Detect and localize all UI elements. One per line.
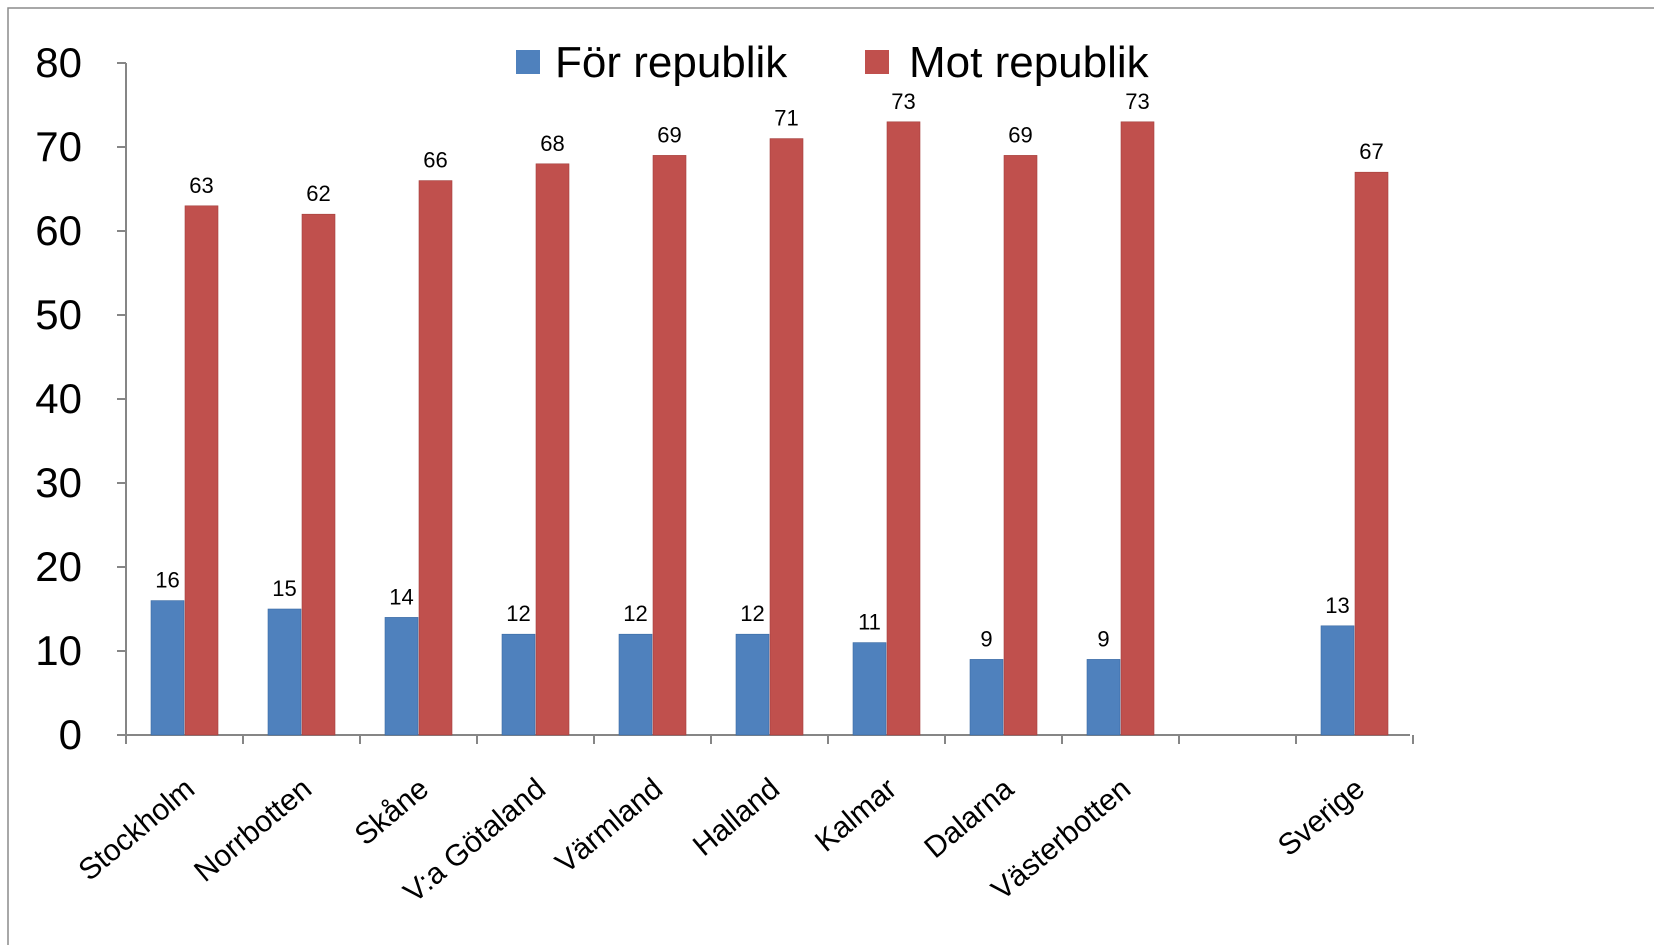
y-tick-label: 0 bbox=[59, 711, 82, 758]
bar-mot bbox=[769, 138, 804, 736]
bar-mot bbox=[301, 213, 336, 736]
y-axis: 0 10 20 30 40 50 60 70 80 bbox=[35, 39, 127, 758]
bar-for bbox=[1086, 659, 1121, 736]
y-tick-label: 30 bbox=[35, 459, 82, 506]
y-tick-label: 80 bbox=[35, 39, 82, 86]
legend-label: För republik bbox=[555, 38, 788, 87]
data-label: 69 bbox=[657, 122, 681, 147]
bars bbox=[150, 121, 1389, 736]
data-label: 11 bbox=[858, 610, 881, 635]
bar-mot bbox=[418, 180, 453, 736]
data-label: 68 bbox=[540, 131, 564, 156]
data-label: 73 bbox=[891, 89, 915, 114]
data-label: 16 bbox=[155, 568, 179, 593]
bar-for bbox=[267, 608, 302, 736]
bar-for bbox=[1320, 625, 1355, 736]
data-label: 13 bbox=[1325, 593, 1349, 618]
bar-mot bbox=[1003, 155, 1038, 736]
data-label: 69 bbox=[1008, 122, 1032, 147]
y-tick-label: 20 bbox=[35, 543, 82, 590]
data-label: 71 bbox=[774, 106, 798, 131]
bar-for bbox=[735, 633, 770, 736]
bar-mot bbox=[886, 121, 921, 736]
legend-swatch bbox=[516, 50, 540, 74]
data-label: 9 bbox=[980, 626, 992, 651]
data-label: 67 bbox=[1359, 139, 1383, 164]
data-label: 62 bbox=[306, 181, 330, 206]
legend-label: Mot republik bbox=[909, 38, 1150, 87]
legend: För republik Mot republik bbox=[516, 38, 1150, 87]
data-label: 66 bbox=[423, 148, 447, 173]
bar-mot bbox=[1120, 121, 1155, 736]
bar-for bbox=[150, 600, 185, 736]
y-tick-label: 70 bbox=[35, 123, 82, 170]
bar-for bbox=[618, 633, 653, 736]
bar-for bbox=[501, 633, 536, 736]
data-labels: 16 15 14 12 12 12 11 9 9 13 63 62 66 68 69 71 73 69 73 67 bbox=[155, 89, 1383, 652]
data-label: 14 bbox=[389, 584, 413, 609]
bar-for bbox=[852, 642, 887, 736]
data-label: 12 bbox=[506, 601, 530, 626]
y-tick-label: 40 bbox=[35, 375, 82, 422]
legend-swatch bbox=[865, 50, 889, 74]
bar-mot bbox=[1354, 171, 1389, 736]
data-label: 12 bbox=[740, 601, 764, 626]
bar-mot bbox=[652, 155, 687, 736]
y-tick-label: 10 bbox=[35, 627, 82, 674]
y-tick-label: 50 bbox=[35, 291, 82, 338]
bar-mot bbox=[184, 205, 219, 736]
bar-for bbox=[384, 617, 419, 736]
data-label: 63 bbox=[189, 173, 213, 198]
y-tick-label: 60 bbox=[35, 207, 82, 254]
chart-frame bbox=[7, 7, 1654, 950]
data-label: 73 bbox=[1125, 89, 1149, 114]
data-label: 12 bbox=[623, 601, 647, 626]
bar-for bbox=[969, 659, 1004, 736]
data-label: 15 bbox=[272, 576, 296, 601]
data-label: 9 bbox=[1097, 626, 1109, 651]
bar-mot bbox=[535, 163, 570, 736]
